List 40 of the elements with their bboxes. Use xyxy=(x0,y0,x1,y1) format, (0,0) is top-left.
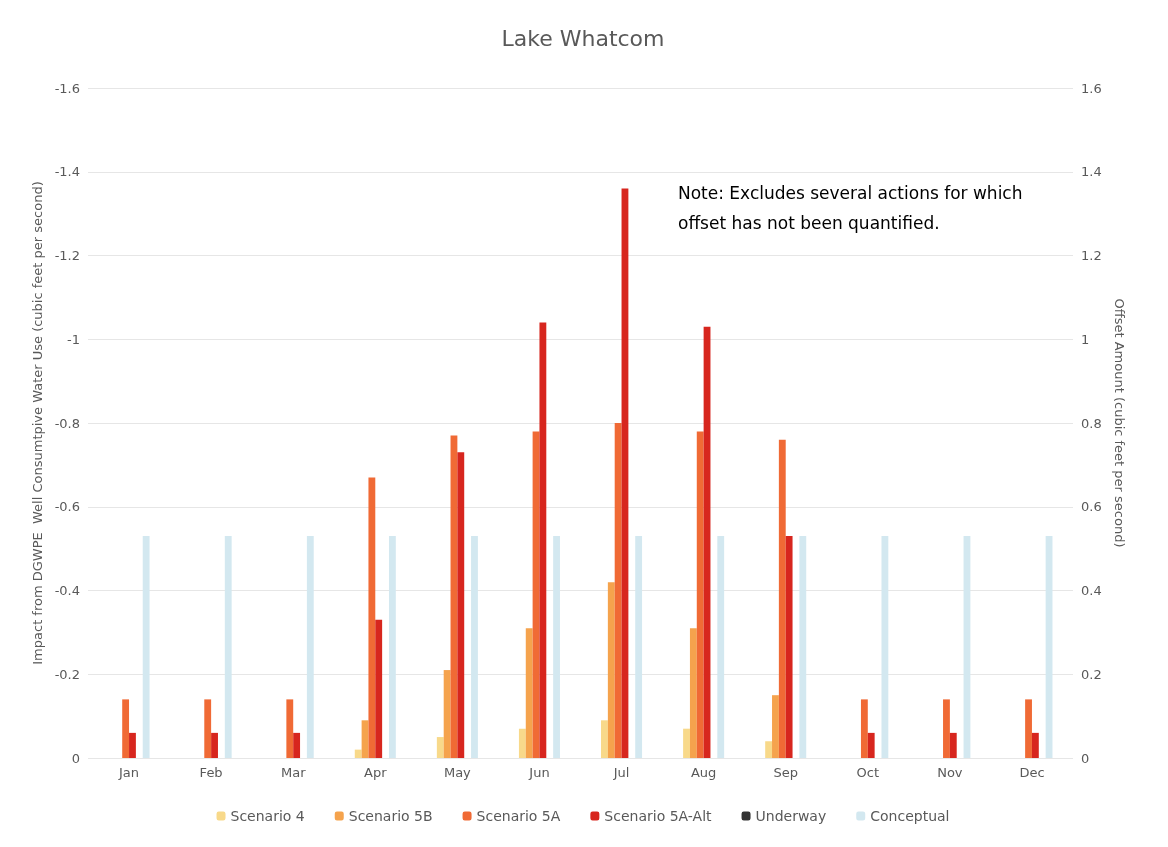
legend-label: Conceptual xyxy=(870,808,950,824)
legend-label: Scenario 5B xyxy=(348,808,433,824)
legend-label: Scenario 4 xyxy=(230,808,305,824)
y2-tick-label: 0 xyxy=(1081,750,1090,766)
y2-tick-label: 0.8 xyxy=(1081,415,1102,431)
y-tick-label: -0.4 xyxy=(54,583,80,598)
y2-tick-label: 1.4 xyxy=(1081,164,1102,180)
y2-tick-label: 1.2 xyxy=(1081,248,1102,263)
x-tick-label: Dec xyxy=(1019,765,1045,780)
y-tick-label: -1 xyxy=(67,331,80,347)
y-tick-label: -1.6 xyxy=(54,80,80,96)
x-tick-label: Sep xyxy=(773,765,798,780)
legend-label: Scenario 5A-Alt xyxy=(604,808,713,824)
x-tick-label: Apr xyxy=(364,765,388,780)
x-tick-label: May xyxy=(443,765,472,780)
y2-tick-label: 0.2 xyxy=(1081,666,1102,682)
y-tick-label: -1.2 xyxy=(54,248,80,263)
x-tick-label: Jul xyxy=(612,765,630,780)
legend-label: Scenario 5A xyxy=(476,808,561,824)
x-tick-label: Jan xyxy=(118,765,140,780)
y-axis-title: Impact from DGWPE Well Consumtpive Water Use (cubic feet per second) xyxy=(29,181,45,665)
y-tick-label: 0 xyxy=(71,750,80,766)
y-tick-label: -0.2 xyxy=(54,666,80,682)
legend-label: Underway xyxy=(755,808,827,824)
x-tick-label: Oct xyxy=(856,765,880,780)
y-tick-label: -0.6 xyxy=(54,499,80,515)
x-tick-label: Aug xyxy=(690,765,717,780)
chart-title: Lake Whatcom xyxy=(501,25,665,51)
x-tick-label: Nov xyxy=(937,765,963,780)
y2-axis-title: Offset Amount (cubic feet per second) xyxy=(1112,298,1127,548)
x-tick-label: Mar xyxy=(280,765,307,780)
y2-tick-label: 1.6 xyxy=(1081,80,1102,96)
y2-tick-label: 1 xyxy=(1081,331,1090,347)
y2-tick-label: 0.6 xyxy=(1081,499,1102,515)
x-tick-label: Jun xyxy=(528,765,550,780)
x-tick-label: Feb xyxy=(199,765,223,780)
annotation: Note: Excludes several actions for which offset has not been quantified. xyxy=(678,183,1028,233)
y-tick-label: -1.4 xyxy=(54,164,80,180)
y2-tick-label: 0.4 xyxy=(1081,583,1102,598)
y-tick-label: -0.8 xyxy=(54,415,80,431)
